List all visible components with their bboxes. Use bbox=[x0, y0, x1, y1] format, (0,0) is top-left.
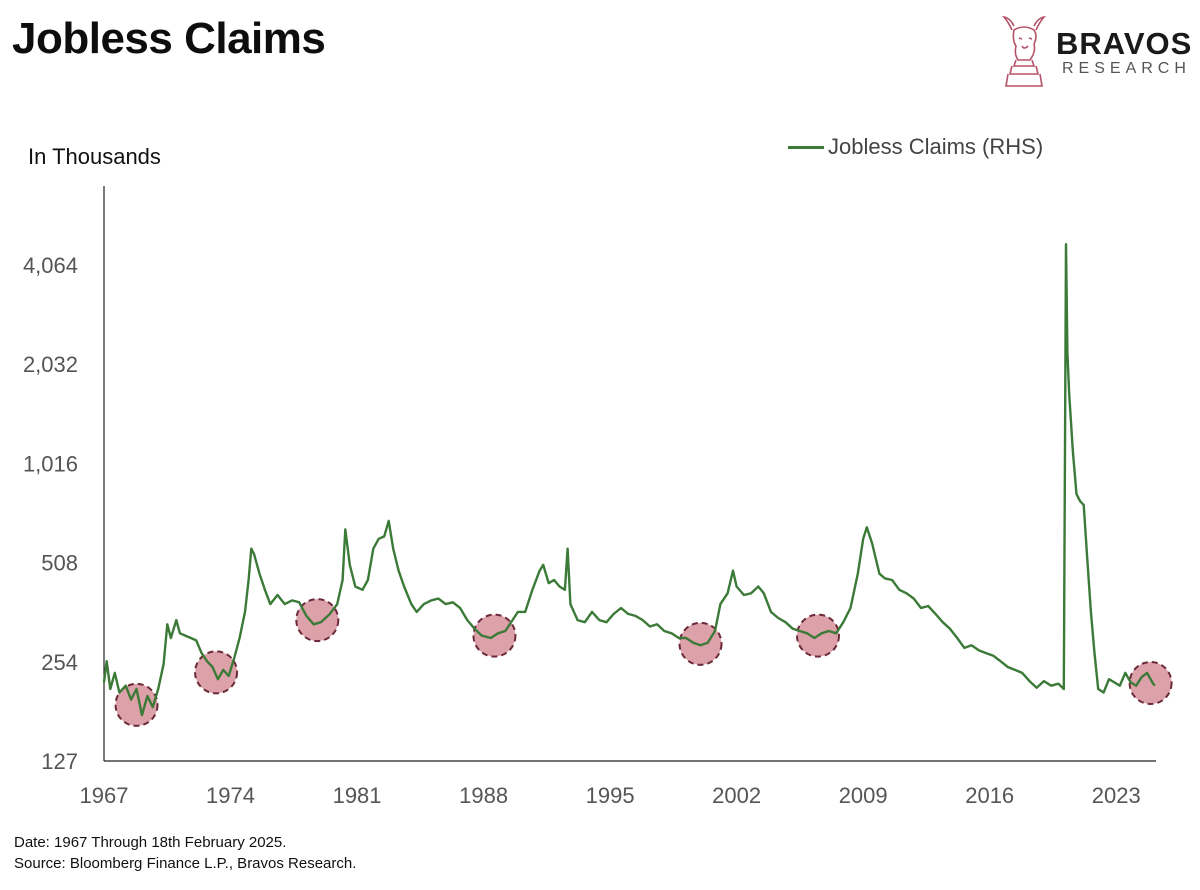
x-tick-label: 1974 bbox=[206, 783, 255, 808]
x-tick-label: 2023 bbox=[1092, 783, 1141, 808]
legend-line-swatch bbox=[788, 145, 824, 149]
y-axis-unit-label: In Thousands bbox=[28, 144, 161, 169]
x-tick-label: 1995 bbox=[586, 783, 635, 808]
bull-knight-icon bbox=[1002, 15, 1046, 87]
chart-title: Jobless Claims bbox=[12, 14, 326, 63]
brand-logo: BRAVOS RESEARCH bbox=[1000, 14, 1192, 92]
footer-source-note: Source: Bloomberg Finance L.P., Bravos R… bbox=[14, 855, 357, 872]
x-tick-labels: 1967 1974 1981 1988 1995 2002 2009 2016 2023 bbox=[80, 783, 1141, 808]
x-tick-label: 1967 bbox=[80, 783, 129, 808]
x-tick-label: 2009 bbox=[839, 783, 888, 808]
highlight-circle bbox=[1128, 661, 1173, 706]
y-tick-label: 508 bbox=[41, 551, 78, 576]
chart-axes bbox=[103, 186, 1156, 762]
highlight-circle bbox=[295, 598, 340, 643]
y-tick-label: 254 bbox=[41, 650, 78, 675]
legend: Jobless Claims (RHS) bbox=[788, 134, 1043, 160]
x-tick-label: 1988 bbox=[459, 783, 508, 808]
highlight-circle bbox=[114, 682, 159, 727]
x-tick-label: 2016 bbox=[965, 783, 1014, 808]
x-tick-label: 1981 bbox=[333, 783, 382, 808]
brand-subtitle: RESEARCH bbox=[1062, 60, 1191, 77]
y-tick-label: 127 bbox=[41, 749, 78, 774]
footer-date-note: Date: 1967 Through 18th February 2025. bbox=[14, 834, 287, 851]
highlight-circle bbox=[678, 621, 723, 666]
y-tick-labels: 127 254 508 1,016 2,032 4,064 bbox=[23, 253, 78, 774]
y-tick-label: 2,032 bbox=[23, 352, 78, 377]
series-line-jobless-claims bbox=[102, 243, 1156, 717]
legend-series-label: Jobless Claims (RHS) bbox=[828, 134, 1044, 159]
highlight-circles bbox=[114, 598, 1173, 727]
brand-name: BRAVOS bbox=[1056, 26, 1193, 61]
y-tick-label: 4,064 bbox=[23, 253, 78, 278]
y-tick-label: 1,016 bbox=[23, 451, 78, 476]
x-tick-label: 2002 bbox=[712, 783, 761, 808]
footer-notes: Date: 1967 Through 18th February 2025. S… bbox=[14, 832, 356, 874]
